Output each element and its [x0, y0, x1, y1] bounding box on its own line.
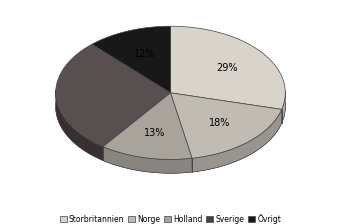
Polygon shape: [92, 26, 170, 93]
Polygon shape: [56, 90, 103, 160]
Polygon shape: [192, 109, 282, 172]
Text: 18%: 18%: [209, 118, 230, 128]
Polygon shape: [170, 93, 282, 158]
Text: 13%: 13%: [144, 128, 166, 138]
Polygon shape: [56, 44, 170, 147]
Legend: Storbritannien, Norge, Holland, Sverige, Övrigt: Storbritannien, Norge, Holland, Sverige,…: [57, 211, 284, 224]
Polygon shape: [282, 91, 285, 123]
Polygon shape: [103, 93, 192, 159]
Polygon shape: [170, 26, 285, 109]
Text: 12%: 12%: [134, 50, 155, 59]
Text: 29%: 29%: [216, 62, 237, 73]
Ellipse shape: [56, 40, 285, 173]
Polygon shape: [103, 147, 192, 173]
